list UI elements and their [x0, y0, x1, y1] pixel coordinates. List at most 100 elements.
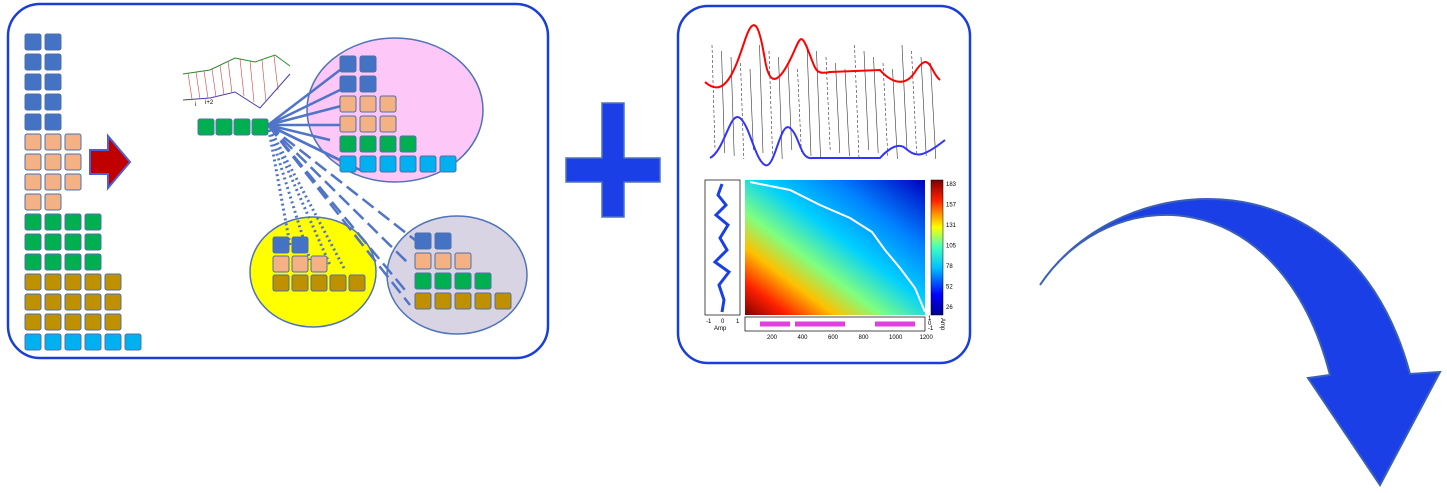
square [420, 156, 436, 172]
square [340, 116, 356, 132]
square [273, 275, 289, 291]
square [292, 256, 308, 272]
square [65, 314, 81, 330]
square [45, 154, 61, 170]
axis-tick: 600 [828, 335, 839, 341]
square [435, 253, 451, 269]
square [311, 275, 327, 291]
square [105, 294, 121, 310]
square [340, 136, 356, 152]
colorbar-tick: 105 [946, 244, 957, 250]
square [380, 96, 396, 112]
square [252, 119, 268, 135]
axis-tick: 1200 [920, 335, 934, 341]
square [45, 54, 61, 70]
square [45, 134, 61, 150]
square [415, 233, 431, 249]
diagram: i i+2 183157131105785226-101Amp200400600… [0, 0, 1447, 493]
colorbar-tick: 52 [946, 285, 953, 291]
square [25, 134, 41, 150]
square [25, 294, 41, 310]
square [45, 234, 61, 250]
square [85, 314, 101, 330]
square [349, 275, 365, 291]
colorbar [931, 180, 943, 315]
square [455, 293, 471, 309]
square [360, 76, 376, 92]
square [440, 156, 456, 172]
square [360, 116, 376, 132]
square [65, 334, 81, 350]
square [435, 293, 451, 309]
square [25, 314, 41, 330]
square [45, 114, 61, 130]
square [455, 273, 471, 289]
square [45, 34, 61, 50]
square [85, 254, 101, 270]
square [65, 134, 81, 150]
square [340, 76, 356, 92]
square [273, 237, 289, 253]
square [45, 294, 61, 310]
square [435, 273, 451, 289]
colorbar-tick: 157 [946, 203, 957, 209]
square [400, 136, 416, 152]
square [25, 54, 41, 70]
square [475, 293, 491, 309]
square [45, 174, 61, 190]
axis-tick: 400 [798, 335, 809, 341]
square [25, 74, 41, 90]
square [25, 154, 41, 170]
axis-tick: 800 [859, 335, 870, 341]
square [45, 254, 61, 270]
square [25, 114, 41, 130]
colorbar-tick: 26 [946, 305, 953, 311]
square [340, 56, 356, 72]
square [45, 214, 61, 230]
square [45, 274, 61, 290]
square [198, 119, 214, 135]
square [45, 334, 61, 350]
square [85, 274, 101, 290]
square [360, 136, 376, 152]
square [415, 253, 431, 269]
square [45, 194, 61, 210]
square [65, 294, 81, 310]
axis-tick: 200 [767, 335, 778, 341]
square [435, 233, 451, 249]
square [360, 156, 376, 172]
square [25, 94, 41, 110]
square [360, 56, 376, 72]
square [495, 293, 511, 309]
colorbar-tick: 131 [946, 223, 957, 229]
square [65, 214, 81, 230]
square [330, 275, 346, 291]
square [216, 119, 232, 135]
square [45, 74, 61, 90]
square [380, 156, 396, 172]
square [25, 214, 41, 230]
square [25, 334, 41, 350]
colorbar-tick: 183 [946, 182, 957, 188]
mini-label: i+2 [205, 100, 214, 106]
square [85, 234, 101, 250]
axis-tick: 1000 [889, 335, 903, 341]
square [340, 156, 356, 172]
square [45, 94, 61, 110]
cost-matrix [745, 180, 925, 315]
square [25, 34, 41, 50]
square [25, 194, 41, 210]
square [65, 274, 81, 290]
square [415, 293, 431, 309]
mini-label: i [195, 102, 196, 108]
square [25, 234, 41, 250]
curved-arrow [1040, 199, 1440, 485]
square [415, 273, 431, 289]
axis-tick: -1 [706, 319, 712, 325]
square [85, 334, 101, 350]
square [65, 254, 81, 270]
square [105, 274, 121, 290]
axis-tick: -1 [928, 326, 934, 332]
square [25, 174, 41, 190]
square [340, 96, 356, 112]
